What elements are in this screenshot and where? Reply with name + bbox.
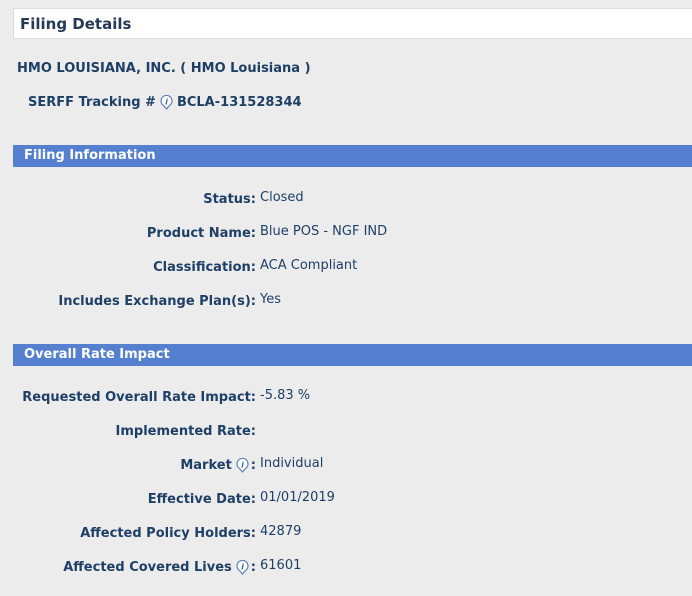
field-row: Requested Overall Rate Impact: -5.83 %	[0, 388, 692, 406]
field-label-text: Effective Date	[147, 491, 251, 507]
field-row: Includes Exchange Plan(s): Yes	[0, 292, 692, 310]
field-value: Yes	[260, 292, 281, 307]
field-label: Classification:	[0, 258, 256, 276]
field-row: Product Name: Blue POS - NGF IND	[0, 224, 692, 242]
field-row: Market i: Individual	[0, 456, 692, 474]
field-row: Affected Policy Holders:42879	[0, 524, 692, 542]
colon: :	[250, 559, 256, 575]
serff-label: SERFF Tracking #	[28, 95, 156, 110]
field-label: Affected Policy Holders:	[0, 524, 256, 542]
field-label: Implemented Rate:	[0, 422, 256, 440]
field-label-text: Implemented Rate	[115, 423, 251, 439]
info-icon[interactable]: i	[160, 95, 173, 110]
field-label: Product Name:	[0, 224, 256, 242]
field-label-text: Product Name	[146, 225, 251, 241]
field-value: -5.83 %	[260, 388, 311, 403]
colon: :	[250, 491, 256, 507]
serff-value: BCLA-131528344	[176, 95, 302, 110]
svg-text:i: i	[241, 460, 244, 469]
field-value: 42879	[260, 524, 302, 539]
field-label: Status:	[0, 190, 256, 208]
colon: :	[250, 225, 256, 241]
field-row: Status: Closed	[0, 190, 692, 208]
field-value: 61601	[260, 558, 302, 573]
colon: :	[250, 457, 256, 473]
field-label-text: Affected Policy Holders	[80, 525, 251, 541]
field-label-text: Status	[203, 191, 251, 207]
svg-text:i: i	[241, 562, 244, 571]
page-title: Filing Details	[20, 15, 132, 33]
field-label-text: Classification	[153, 259, 251, 275]
filing-details-panel: Filing Details	[13, 8, 692, 39]
field-row: Effective Date:01/01/2019	[0, 490, 692, 508]
colon: :	[250, 525, 256, 541]
field-label-text: Includes Exchange Plan(s)	[58, 293, 251, 309]
overall-rate-impact-header: Overall Rate Impact	[13, 344, 692, 366]
field-label-text: Requested Overall Rate Impact	[22, 389, 251, 405]
field-value	[256, 422, 260, 440]
serff-tracking: SERFF Tracking # i BCLA-131528344	[28, 95, 302, 110]
svg-text:i: i	[165, 98, 168, 107]
colon: :	[250, 259, 256, 275]
filing-information-header: Filing Information	[13, 145, 692, 167]
colon: :	[250, 293, 256, 309]
field-value: Blue POS - NGF IND	[260, 224, 388, 239]
colon: :	[250, 423, 256, 439]
field-label: Requested Overall Rate Impact:	[0, 388, 256, 406]
field-row: Implemented Rate:	[0, 422, 692, 440]
company-name: HMO LOUISIANA, INC. ( HMO Louisiana )	[17, 61, 311, 76]
info-icon[interactable]: i	[236, 457, 249, 473]
field-label-text: Affected Covered Lives	[63, 559, 232, 575]
field-value: 01/01/2019	[260, 490, 335, 505]
field-row: Classification: ACA Compliant	[0, 258, 692, 276]
field-row: Affected Covered Lives i:61601	[0, 558, 692, 576]
colon: :	[250, 389, 256, 405]
field-value: Closed	[260, 190, 304, 205]
colon: :	[250, 191, 256, 207]
info-icon[interactable]: i	[236, 559, 249, 575]
field-label: Effective Date:	[0, 490, 256, 508]
field-label: Market i:	[0, 456, 256, 474]
field-label-text: Market	[180, 457, 232, 473]
field-value: Individual	[260, 456, 324, 471]
field-label: Affected Covered Lives i:	[0, 558, 256, 576]
field-value: ACA Compliant	[260, 258, 358, 273]
field-label: Includes Exchange Plan(s):	[0, 292, 256, 310]
